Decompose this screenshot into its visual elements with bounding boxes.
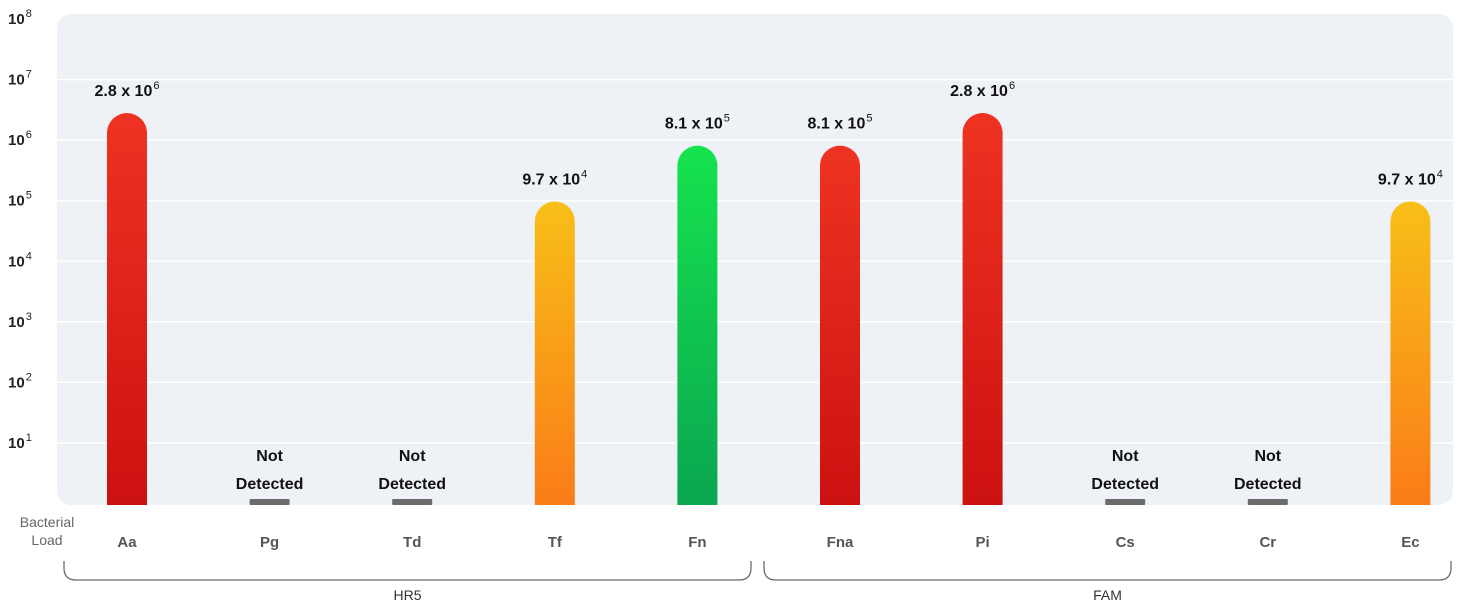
- group-label-hr5: HR5: [393, 587, 421, 603]
- not-detected-label: Detected: [1091, 476, 1159, 493]
- category-label-fn: Fn: [688, 534, 706, 551]
- value-label-fn: 8.1 x 105: [665, 113, 730, 133]
- bar-aa: [107, 113, 147, 505]
- value-label-aa: 2.8 x 106: [95, 80, 160, 100]
- category-label-tf: Tf: [548, 534, 563, 551]
- bar-fn: [677, 145, 718, 506]
- y-tick-label: 102: [8, 371, 32, 391]
- category-label-aa: Aa: [117, 534, 137, 551]
- not-detected-mark-td: [392, 499, 433, 505]
- not-detected-label: Detected: [236, 476, 304, 493]
- bar-pi: [962, 113, 1003, 505]
- group-bracket-hr5: [63, 561, 752, 581]
- y-tick-label: 107: [8, 69, 32, 89]
- bar-ec: [1390, 201, 1431, 505]
- not-detected-mark-cr: [1247, 499, 1288, 505]
- not-detected-label: Detected: [1234, 476, 1302, 493]
- y-axis-label: Bacterial Load: [20, 514, 74, 548]
- y-tick-label: 101: [8, 432, 32, 452]
- y-tick-label: 103: [8, 311, 32, 331]
- y-tick-label: 104: [8, 250, 32, 270]
- value-label-ec: 9.7 x 104: [1378, 169, 1443, 189]
- not-detected-label: Not: [256, 448, 283, 465]
- not-detected-label: Not: [399, 448, 426, 465]
- not-detected-mark-cs: [1105, 499, 1146, 505]
- plot-area: [57, 14, 1453, 505]
- group-bracket-fam: [763, 561, 1452, 581]
- bar-tf: [534, 201, 575, 505]
- value-label-fna: 8.1 x 105: [808, 113, 873, 133]
- not-detected-label: Not: [1254, 448, 1281, 465]
- category-label-td: Td: [403, 534, 421, 551]
- bar-fna: [820, 145, 860, 506]
- category-label-cs: Cs: [1116, 534, 1135, 551]
- category-label-pg: Pg: [260, 534, 279, 551]
- value-label-tf: 9.7 x 104: [522, 169, 587, 189]
- category-label-pi: Pi: [976, 534, 990, 551]
- not-detected-mark-pg: [249, 499, 290, 505]
- y-tick-label: 108: [8, 8, 32, 28]
- y-tick-label: 105: [8, 190, 32, 210]
- group-label-fam: FAM: [1093, 587, 1122, 603]
- not-detected-label: Detected: [378, 476, 446, 493]
- category-label-cr: Cr: [1259, 534, 1276, 551]
- not-detected-label: Not: [1112, 448, 1139, 465]
- category-label-fna: Fna: [827, 534, 854, 551]
- category-label-ec: Ec: [1401, 534, 1419, 551]
- value-label-pi: 2.8 x 106: [950, 80, 1015, 100]
- y-tick-label: 106: [8, 129, 32, 149]
